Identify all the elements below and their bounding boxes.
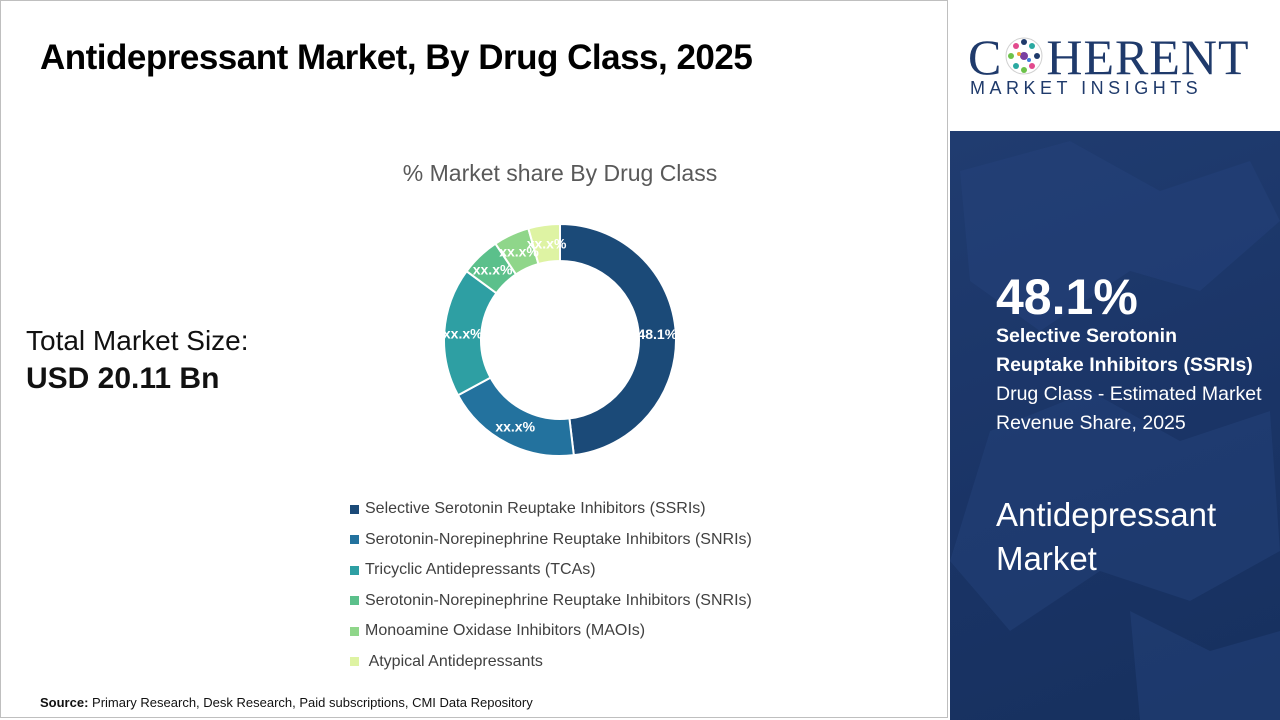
legend-swatch — [350, 596, 359, 606]
legend-swatch — [350, 657, 359, 667]
donut-data-label-6: xx.x% — [527, 235, 567, 251]
legend-item-4: Serotonin-Norepinephrine Reuptake Inhibi… — [350, 586, 752, 617]
legend-swatch — [350, 504, 359, 514]
brand-name: C HERENT — [968, 28, 1250, 86]
highlight-description: Selective Serotonin Reuptake Inhibitors … — [996, 322, 1266, 438]
legend-item-3: Tricyclic Antidepressants (TCAs) — [350, 555, 752, 586]
donut-data-label-1: 48.1% — [637, 326, 677, 342]
donut-data-label-3: xx.x% — [443, 325, 483, 341]
legend-label: Serotonin-Norepinephrine Reuptake Inhibi… — [365, 591, 752, 609]
legend-item-6: Atypical Antidepressants — [350, 647, 752, 678]
legend-label: Tricyclic Antidepressants (TCAs) — [365, 561, 596, 579]
chart-data-labels: 48.1%xx.x%xx.x%xx.x%xx.x%xx.x% — [443, 235, 678, 434]
source-label: Source: — [40, 695, 89, 710]
legend-item-1: Selective Serotonin Reuptake Inhibitors … — [350, 494, 752, 525]
source-text: Primary Research, Desk Research, Paid su… — [88, 695, 533, 710]
market-name: Antidepressant Market — [996, 496, 1217, 577]
legend-label: Selective Serotonin Reuptake Inhibitors … — [365, 500, 706, 518]
globe-icon — [1005, 37, 1043, 75]
donut-data-label-5: xx.x% — [499, 244, 539, 260]
highlight-percentage: 48.1% — [996, 269, 1138, 325]
donut-chart: % Market share By Drug Class 48.1%xx.x%x… — [403, 160, 717, 457]
legend-swatch — [350, 626, 359, 636]
total-market-value: USD 20.11 Bn — [26, 362, 220, 395]
highlight-caption: Drug Class - Estimated Market Revenue Sh… — [996, 383, 1262, 434]
highlight-segment: Selective Serotonin Reuptake Inhibitors … — [996, 325, 1253, 376]
brand-name-first: C — [968, 29, 1003, 85]
legend-item-2: Serotonin-Norepinephrine Reuptake Inhibi… — [350, 525, 752, 556]
legend-swatch — [350, 535, 359, 545]
donut-data-label-4: xx.x% — [473, 262, 513, 278]
chart-panel — [0, 0, 948, 718]
total-market-label: Total Market Size: — [26, 325, 249, 356]
chart-title: % Market share By Drug Class — [403, 160, 717, 186]
source-note: Source: Primary Research, Desk Research,… — [40, 695, 533, 710]
chart-slices — [443, 222, 677, 457]
page-title: Antidepressant Market, By Drug Class, 20… — [40, 38, 753, 77]
donut-slice-6 — [527, 222, 561, 266]
donut-data-label-2: xx.x% — [495, 419, 535, 435]
highlight-panel: 48.1% Selective Serotonin Reuptake Inhib… — [950, 131, 1280, 720]
legend-label: Atypical Antidepressants — [365, 652, 543, 670]
donut-slice-2 — [456, 376, 575, 457]
brand-name-rest: HERENT — [1046, 29, 1250, 85]
legend-label: Monoamine Oxidase Inhibitors (MAOIs) — [365, 622, 646, 640]
legend-swatch — [350, 565, 359, 575]
chart-legend: Selective Serotonin Reuptake Inhibitors … — [350, 494, 752, 677]
brand-logo: C HERENT MARKET INSIGHTS — [950, 0, 1280, 131]
right-panel: C HERENT MARKET INSIGHTS 48.1% — [950, 0, 1280, 720]
brand-subtitle: MARKET INSIGHTS — [970, 78, 1203, 98]
legend-item-5: Monoamine Oxidase Inhibitors (MAOIs) — [350, 616, 752, 647]
legend-label: Serotonin-Norepinephrine Reuptake Inhibi… — [365, 530, 752, 548]
world-map-background — [950, 141, 1280, 720]
donut-slice-1 — [559, 222, 677, 457]
